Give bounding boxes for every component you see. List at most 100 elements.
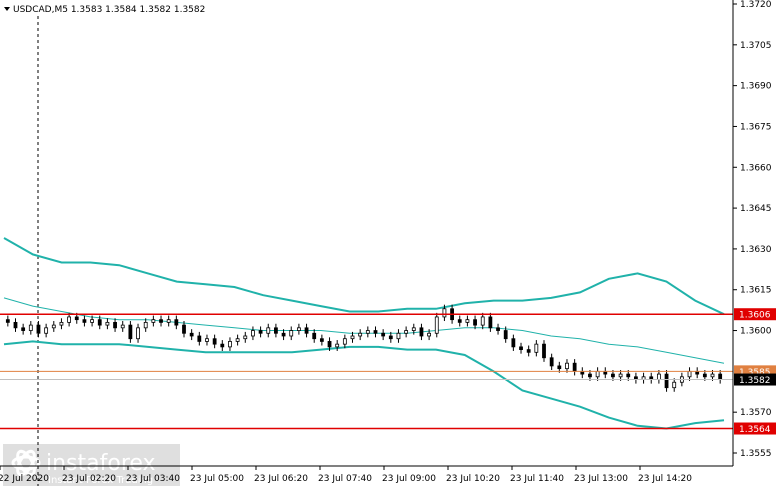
candle bbox=[672, 381, 677, 389]
price-tick-label: 1.3705 bbox=[740, 41, 772, 51]
candle bbox=[120, 324, 125, 329]
candle bbox=[687, 370, 692, 378]
time-tick-label: 23 Jul 03:40 bbox=[126, 474, 180, 484]
candle bbox=[105, 321, 110, 326]
time-tick-label: 23 Jul 11:40 bbox=[510, 474, 564, 484]
candle bbox=[74, 316, 79, 321]
candle bbox=[381, 332, 386, 337]
time-tick-label: 22 Jul 2020 bbox=[0, 474, 49, 484]
price-tag-label: 1.3585 bbox=[739, 368, 771, 378]
candle bbox=[503, 330, 508, 340]
candle bbox=[557, 365, 562, 370]
candle bbox=[626, 373, 631, 378]
price-tick-label: 1.3720 bbox=[740, 0, 772, 10]
price-tag bbox=[734, 422, 776, 435]
candle bbox=[488, 316, 493, 329]
price-tick-label: 1.3600 bbox=[740, 327, 772, 337]
candle bbox=[595, 370, 600, 378]
time-tick-label: 23 Jul 13:00 bbox=[574, 474, 628, 484]
candle bbox=[159, 319, 163, 323]
candle bbox=[542, 343, 546, 359]
candle bbox=[166, 319, 171, 323]
candle bbox=[465, 319, 470, 323]
time-tick-label: 23 Jul 10:20 bbox=[446, 474, 500, 484]
candle bbox=[335, 343, 340, 348]
price-tick-label: 1.3675 bbox=[740, 122, 772, 132]
time-axis[interactable]: 22 Jul 2020 23 Jul 02:20 23 Jul 03:40 23 Ju… bbox=[0, 466, 692, 484]
candle bbox=[442, 308, 447, 318]
watermark-tagline: Instant Forex Trading bbox=[48, 475, 153, 486]
time-tick-label: 23 Jul 09:00 bbox=[382, 474, 436, 484]
candle bbox=[220, 343, 225, 348]
candle bbox=[618, 373, 623, 378]
candle bbox=[97, 319, 102, 326]
candle bbox=[358, 332, 363, 337]
dropdown-triangle-icon[interactable] bbox=[4, 7, 10, 11]
watermark-brand: instaforex bbox=[46, 451, 156, 476]
candle bbox=[67, 316, 72, 323]
candle bbox=[289, 330, 294, 337]
symbol-title: USDCAD,M5 1.3583 1.3584 1.3582 1.3582 bbox=[13, 5, 205, 15]
price-tick-label: 1.3660 bbox=[740, 163, 772, 173]
series-layer bbox=[3, 237, 725, 430]
price-tag-label: 1.3564 bbox=[739, 425, 771, 435]
candle bbox=[342, 338, 347, 345]
candle bbox=[13, 321, 18, 329]
candle bbox=[212, 338, 217, 345]
bollinger-middle-line bbox=[3, 297, 725, 364]
candle bbox=[611, 373, 615, 378]
candle bbox=[113, 321, 117, 329]
candle bbox=[251, 330, 255, 337]
candle bbox=[427, 332, 432, 337]
candle bbox=[5, 319, 10, 323]
instaforex-logo: instaforex Instant Forex Trading bbox=[3, 444, 180, 486]
candle bbox=[411, 327, 416, 331]
candle bbox=[189, 332, 194, 337]
candle bbox=[90, 319, 94, 323]
price-tag-label: 1.3582 bbox=[739, 376, 771, 386]
candle bbox=[312, 332, 317, 340]
candle bbox=[404, 330, 409, 334]
candle bbox=[327, 341, 332, 348]
price-tick-label: 1.3570 bbox=[740, 408, 772, 418]
time-tick-label: 23 Jul 06:20 bbox=[254, 474, 308, 484]
candle bbox=[656, 373, 661, 380]
candle bbox=[565, 362, 569, 370]
candle bbox=[388, 335, 393, 340]
candle bbox=[664, 373, 669, 389]
candle bbox=[44, 327, 49, 334]
price-axis[interactable]: 1.3720 1.3705 1.3690 1.3675 1.3660 1.3645 1.36… bbox=[733, 0, 772, 459]
time-tick-label: 23 Jul 14:20 bbox=[638, 474, 692, 484]
candle bbox=[473, 319, 477, 326]
price-tick-label: 1.3645 bbox=[740, 204, 772, 214]
candle bbox=[174, 319, 179, 326]
candle bbox=[36, 324, 41, 334]
candle bbox=[151, 319, 156, 323]
candle bbox=[365, 330, 370, 334]
candle bbox=[59, 321, 64, 326]
candle bbox=[228, 341, 232, 348]
price-tick-label: 1.3615 bbox=[740, 286, 772, 296]
candle bbox=[51, 324, 56, 329]
candle bbox=[21, 327, 26, 331]
price-tag bbox=[734, 308, 776, 321]
candle bbox=[511, 338, 516, 348]
bollinger-upper-line bbox=[3, 237, 725, 316]
time-tick-label: 23 Jul 02:20 bbox=[62, 474, 116, 484]
candle bbox=[304, 327, 309, 334]
candle bbox=[710, 373, 715, 378]
price-tick-label: 1.3630 bbox=[740, 245, 772, 255]
candle bbox=[143, 321, 148, 329]
candle bbox=[718, 373, 723, 380]
candle bbox=[28, 324, 33, 331]
candle bbox=[128, 324, 133, 340]
bollinger-lower-line bbox=[3, 340, 725, 430]
candle bbox=[350, 335, 355, 340]
candle bbox=[136, 327, 140, 340]
candle bbox=[296, 327, 301, 331]
candle bbox=[235, 338, 240, 342]
